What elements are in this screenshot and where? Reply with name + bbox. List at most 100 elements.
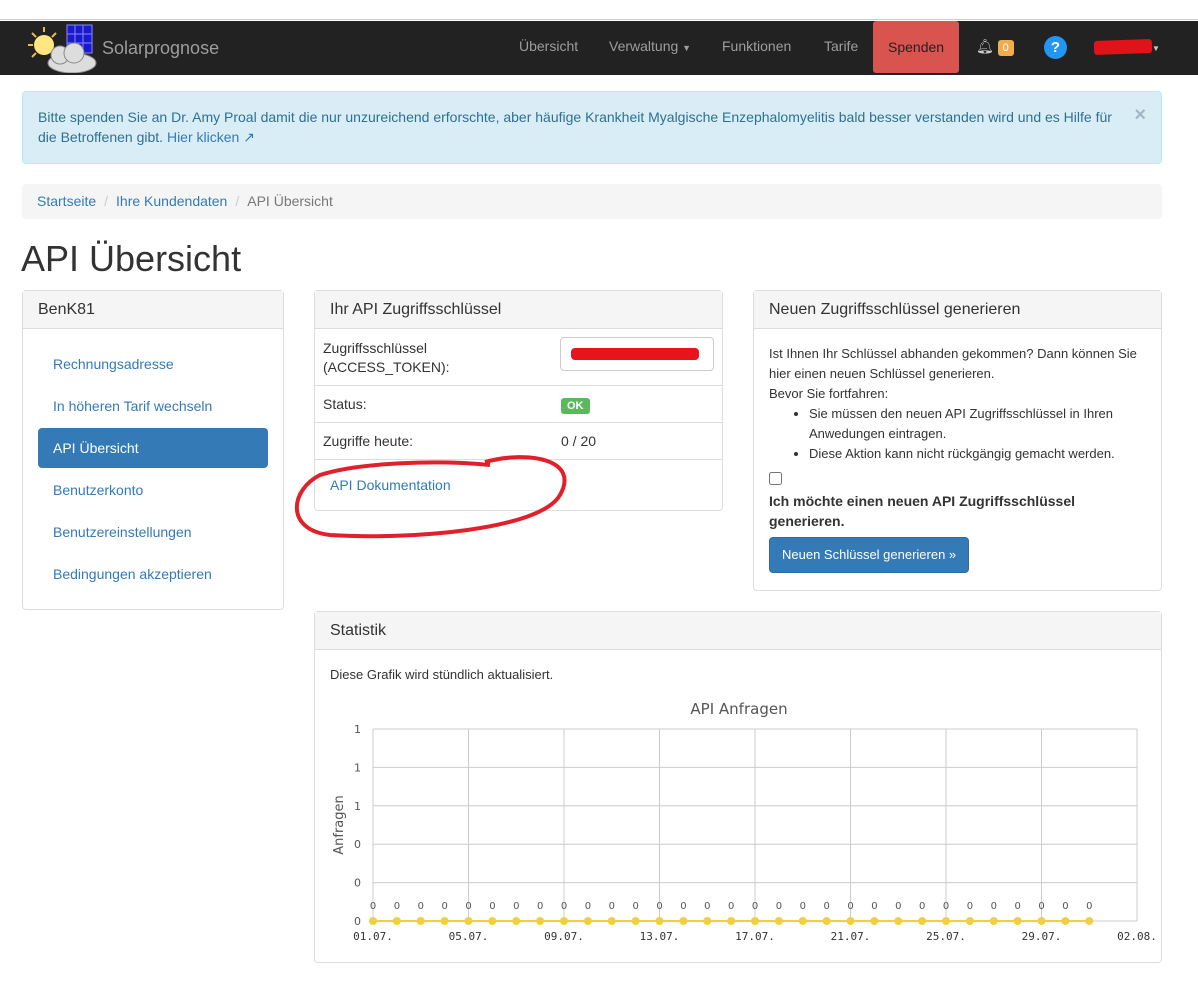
breadcrumb-separator: / (235, 193, 240, 209)
confirm-checkbox[interactable] (769, 472, 782, 485)
data-point (703, 917, 712, 925)
x-tick-label: 05.07. (449, 930, 489, 943)
help-button[interactable]: ? (1044, 36, 1067, 59)
api-docs-link[interactable]: API Dokumentation (330, 477, 451, 493)
stats-title: Statistik (315, 612, 1161, 650)
y-tick-label: 1 (354, 800, 361, 813)
close-icon[interactable]: × (1134, 104, 1146, 126)
status-row: Status: OK (315, 386, 722, 423)
data-label: 0 (919, 901, 925, 912)
breadcrumb-current: API Übersicht (247, 193, 333, 209)
data-point (536, 917, 545, 925)
notifications-button[interactable]: 🔔︎ 0 (976, 21, 1014, 75)
data-point (583, 917, 592, 925)
new-key-bullet: Sie müssen den neuen API Zugriffsschlüss… (809, 404, 1146, 444)
x-tick-label: 09.07. (544, 930, 584, 943)
breadcrumb-separator: / (104, 193, 109, 209)
confirm-label[interactable]: Ich möchte einen neuen API Zugriffsschlü… (769, 493, 1075, 529)
brand-link[interactable]: Solarprognose (22, 23, 219, 73)
redacted-token (571, 348, 699, 360)
data-label: 0 (465, 901, 471, 912)
sidebar-item-api[interactable]: API Übersicht (38, 428, 268, 468)
question-icon: ? (1044, 36, 1067, 59)
data-label: 0 (561, 901, 567, 912)
data-label: 0 (1086, 901, 1092, 912)
y-tick-label: 1 (354, 761, 361, 774)
alert-link-label: Hier klicken (166, 129, 240, 145)
data-point (751, 917, 759, 925)
navbar: Solarprognose Übersicht Verwaltung ▼ Fun… (0, 21, 1198, 75)
usage-value: 0 / 20 (561, 433, 597, 449)
data-label: 0 (680, 901, 686, 912)
stats-panel: Statistik Diese Grafik wird stündlich ak… (314, 611, 1162, 963)
page-title: API Übersicht (21, 238, 242, 279)
data-point (989, 917, 998, 925)
data-label: 0 (728, 901, 734, 912)
nav-verwaltung[interactable]: Verwaltung ▼ (609, 21, 691, 75)
status-label: Status: (323, 396, 367, 412)
data-point (440, 917, 449, 925)
y-tick-label: 0 (354, 915, 361, 928)
spenden-button[interactable]: Spenden (873, 21, 960, 73)
data-point (846, 917, 855, 925)
new-key-intro: Ist Ihnen Ihr Schlüssel abhanden gekomme… (769, 346, 1137, 381)
data-point (918, 917, 927, 925)
data-point (369, 917, 377, 925)
data-point (965, 917, 974, 925)
generate-key-button[interactable]: Neuen Schlüssel generieren » (769, 537, 970, 573)
access-token-field[interactable] (560, 337, 714, 371)
sidebar-item-bedingungen[interactable]: Bedingungen akzeptieren (53, 566, 212, 582)
breadcrumb-kundendaten[interactable]: Ihre Kundendaten (116, 193, 228, 209)
data-point (774, 917, 783, 925)
new-key-panel: Neuen Zugriffsschlüssel generieren Ist I… (753, 290, 1162, 591)
sidebar-item-einstellungen[interactable]: Benutzereinstellungen (53, 524, 192, 540)
data-label: 0 (441, 901, 447, 912)
sidebar-item-benutzerkonto[interactable]: Benutzerkonto (53, 482, 144, 498)
data-label: 0 (871, 901, 877, 912)
sidebar-item-rechnungsadresse[interactable]: Rechnungsadresse (53, 356, 174, 372)
status-badge: OK (561, 398, 590, 414)
data-label: 0 (632, 901, 638, 912)
new-key-title: Neuen Zugriffsschlüssel generieren (754, 291, 1161, 329)
x-tick-label: 01.07. (353, 930, 393, 943)
data-label: 0 (943, 901, 949, 912)
data-label: 0 (1014, 901, 1020, 912)
data-point (488, 917, 497, 925)
sidebar-title: BenK81 (23, 291, 283, 329)
caret-down-icon: ▼ (1152, 44, 1160, 53)
data-point (1037, 917, 1046, 925)
nav-tarife[interactable]: Tarife (824, 38, 859, 54)
api-key-panel: Ihr API Zugriffsschlüssel Zugriffsschlüs… (314, 290, 723, 511)
data-point (870, 917, 879, 925)
data-point (679, 917, 688, 925)
data-label: 0 (513, 901, 519, 912)
data-label: 0 (1038, 901, 1044, 912)
x-tick-label: 13.07. (640, 930, 680, 943)
data-label: 0 (847, 901, 853, 912)
breadcrumb-startseite[interactable]: Startseite (37, 193, 97, 209)
bell-icon: 🔔︎ (976, 38, 994, 54)
x-tick-label: 21.07. (831, 930, 871, 943)
data-label: 0 (609, 901, 615, 912)
nav-uebersicht[interactable]: Übersicht (519, 38, 579, 54)
data-point (727, 917, 736, 925)
data-label: 0 (418, 901, 424, 912)
data-point (464, 917, 473, 925)
nav-funktionen[interactable]: Funktionen (722, 38, 792, 54)
data-label: 0 (656, 901, 662, 912)
data-point (631, 917, 640, 925)
stats-note: Diese Grafik wird stündlich aktualisiert… (330, 667, 554, 682)
redacted-username (1093, 39, 1153, 56)
data-point (822, 917, 831, 925)
data-point (392, 917, 401, 925)
alert-link[interactable]: Hier klicken ↗ (167, 129, 255, 145)
caret-down-icon: ▼ (682, 43, 692, 53)
data-label: 0 (800, 901, 806, 912)
data-label: 0 (991, 901, 997, 912)
sidebar-item-tarif[interactable]: In höheren Tarif wechseln (53, 398, 213, 414)
data-point (560, 917, 568, 925)
user-menu[interactable]: ▼ (1093, 21, 1160, 75)
data-point (1013, 917, 1022, 925)
brand-name: Solarprognose (102, 37, 220, 58)
